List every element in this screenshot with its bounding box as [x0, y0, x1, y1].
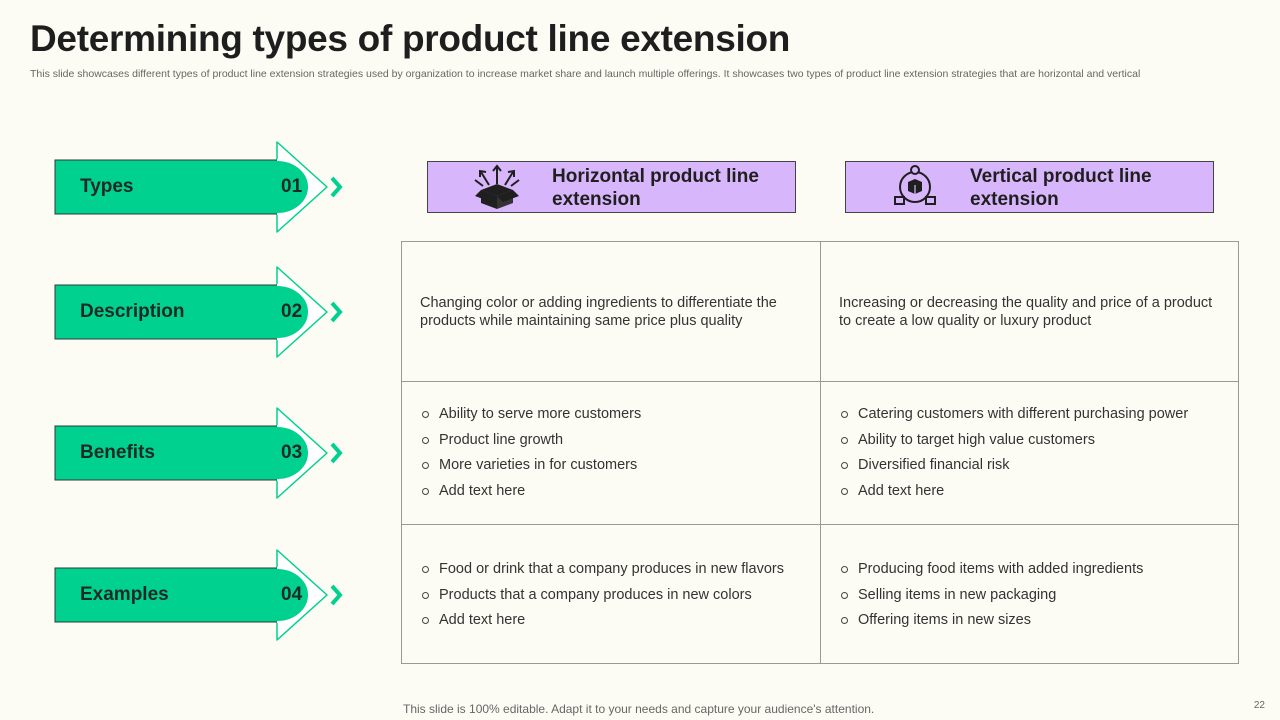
row-label-types: Types 01	[54, 140, 355, 235]
arrow-shape	[54, 407, 343, 499]
benefits-list: Ability to serve more customers Product …	[420, 405, 802, 507]
benefits-list: Catering customers with different purcha…	[839, 405, 1221, 507]
box-arrows-icon	[474, 164, 520, 209]
comparison-table: Changing color or adding ingredients to …	[401, 241, 1239, 664]
row-label-benefits: Benefits 03	[54, 406, 355, 501]
examples-list: Producing food items with added ingredie…	[839, 560, 1221, 637]
row-label-text: Types	[80, 176, 134, 197]
row-label-text: Benefits	[80, 442, 155, 463]
slide-title: Determining types of product line extens…	[30, 18, 791, 59]
description-text: Changing color or adding ingredients to …	[420, 295, 777, 329]
row-number: 02	[281, 301, 303, 322]
list-item: Food or drink that a company produces in…	[420, 560, 802, 586]
list-item: Add text here	[839, 482, 1221, 508]
list-item: Ability to serve more customers	[420, 405, 802, 431]
list-item: Product line growth	[420, 431, 802, 457]
row-number: 01	[281, 176, 303, 197]
row-number: 04	[281, 584, 303, 605]
list-item: Products that a company produces in new …	[420, 586, 802, 612]
row-number: 03	[281, 442, 303, 463]
list-item: Add text here	[420, 611, 802, 637]
column-heading: Horizontal product line extension	[552, 166, 759, 210]
row-label-description: Description 02	[54, 265, 355, 360]
examples-list: Food or drink that a company produces in…	[420, 560, 802, 637]
list-item: Diversified financial risk	[839, 456, 1221, 482]
row-divider	[402, 524, 1238, 525]
examples-cell-vertical: Producing food items with added ingredie…	[821, 560, 1239, 637]
list-item: Producing food items with added ingredie…	[839, 560, 1221, 586]
description-cell-horizontal: Changing color or adding ingredients to …	[402, 294, 820, 330]
list-item: Offering items in new sizes	[839, 611, 1221, 637]
slide-subtitle: This slide showcases different types of …	[30, 68, 1141, 80]
list-item: Add text here	[420, 482, 802, 508]
list-item: Ability to target high value customers	[839, 431, 1221, 457]
row-divider	[402, 381, 1238, 382]
column-divider	[820, 242, 821, 663]
benefits-cell-horizontal: Ability to serve more customers Product …	[402, 405, 820, 507]
row-label-examples: Examples 04	[54, 548, 355, 643]
description-cell-vertical: Increasing or decreasing the quality and…	[821, 294, 1239, 330]
column-heading: Vertical product line extension	[970, 166, 1152, 210]
row-label-text: Examples	[80, 584, 169, 605]
description-text: Increasing or decreasing the quality and…	[839, 295, 1213, 329]
benefits-cell-vertical: Catering customers with different purcha…	[821, 405, 1239, 507]
page-number: 22	[1253, 700, 1265, 711]
product-network-icon	[894, 165, 936, 205]
examples-cell-horizontal: Food or drink that a company produces in…	[402, 560, 820, 637]
arrow-shape	[54, 141, 343, 233]
arrow-shape	[54, 549, 343, 641]
list-item: Selling items in new packaging	[839, 586, 1221, 612]
footer-note: This slide is 100% editable. Adapt it to…	[403, 702, 875, 716]
list-item: More varieties in for customers	[420, 456, 802, 482]
column-header-horizontal: Horizontal product line extension	[427, 161, 796, 213]
list-item: Catering customers with different purcha…	[839, 405, 1221, 431]
row-label-text: Description	[80, 301, 185, 322]
column-header-vertical: Vertical product line extension	[845, 161, 1214, 213]
arrow-shape	[54, 266, 343, 358]
